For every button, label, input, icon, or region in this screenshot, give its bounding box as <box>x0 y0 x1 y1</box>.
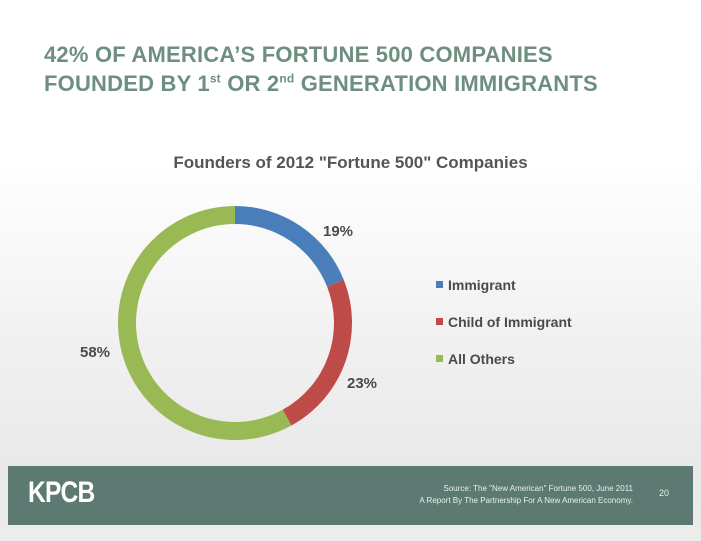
legend-swatch <box>436 281 443 288</box>
source-line-1: Source: The "New American" Fortune 500, … <box>443 484 634 493</box>
doughnut-slice-child-of-immigrant <box>282 279 352 426</box>
page-number: 20 <box>658 488 669 498</box>
kpcb-logo: KPCB <box>28 476 95 509</box>
data-label-child-of-immigrant: 23% <box>347 375 377 392</box>
legend-item-all-others: All Others <box>436 340 572 377</box>
source-note: Source: The "New American" Fortune 500, … <box>419 483 633 507</box>
footer-bar: KPCB Source: The "New American" Fortune … <box>8 466 693 525</box>
legend-swatch <box>436 355 443 362</box>
headline-superscript-st: st <box>209 71 221 86</box>
legend-item-child-of-immigrant: Child of Immigrant <box>436 303 572 340</box>
legend-label: Immigrant <box>448 276 516 293</box>
data-label-immigrant: 19% <box>323 223 353 240</box>
legend-label: Child of Immigrant <box>448 313 572 330</box>
chart-legend: Immigrant Child of Immigrant All Others <box>436 266 572 377</box>
source-line-2: A Report By The Partnership For A New Am… <box>419 496 633 505</box>
headline-superscript-nd: nd <box>279 71 295 86</box>
doughnut-slice-all-others <box>118 206 292 440</box>
legend-label: All Others <box>448 350 515 367</box>
slide-headline: 42% OF AMERICA’S FORTUNE 500 COMPANIES F… <box>44 40 684 98</box>
headline-line-2-part-3: GENERATION IMMIGRANTS <box>294 71 598 96</box>
legend-swatch <box>436 318 443 325</box>
headline-line-2-part-2: OR 2 <box>220 71 280 96</box>
doughnut-slice-immigrant <box>235 206 344 287</box>
data-label-all-others: 58% <box>80 344 110 361</box>
legend-item-immigrant: Immigrant <box>436 266 572 303</box>
headline-line-1: 42% OF AMERICA’S FORTUNE 500 COMPANIES <box>44 42 553 67</box>
headline-line-2-part-1: FOUNDED BY 1 <box>44 71 210 96</box>
chart-title: Founders of 2012 "Fortune 500" Companies <box>173 153 528 172</box>
